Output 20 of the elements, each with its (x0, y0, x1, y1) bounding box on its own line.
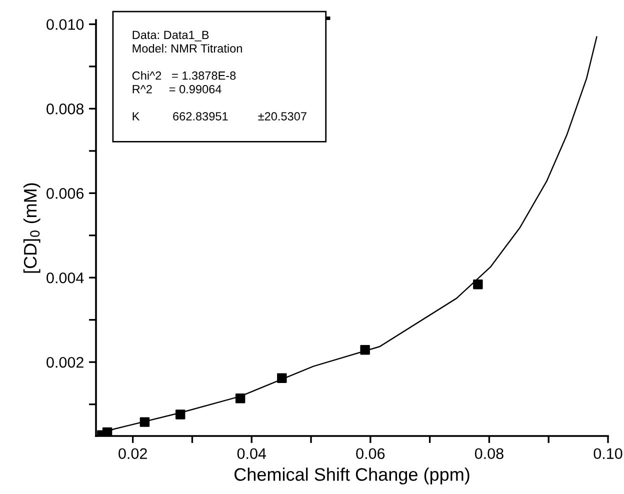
x-tick-label: 0.04 (237, 448, 266, 460)
point (175, 410, 186, 420)
point (473, 280, 483, 290)
x-tick-label: 0.06 (356, 448, 385, 460)
y-axis-title: [CD]$_{0}$ (mM) (23, 183, 40, 273)
y-tick-label: 0.006 (46, 188, 84, 199)
y-tick-label: 0.002 (46, 356, 84, 368)
point (102, 427, 112, 436)
point (277, 373, 287, 383)
point (140, 417, 150, 427)
point (360, 344, 370, 355)
x-axis-title: Chemical Shift Change (ppm) (234, 468, 470, 484)
text: Data: Data1_B Model: NMR Titration Chi^2 = 1.3878E-8 R^2 = 0.99064 K 662.83951 ±20.5307 (132, 30, 306, 120)
point (235, 394, 246, 404)
y-tick-label: 0.008 (46, 104, 84, 114)
x-tick-label: 0.10 (594, 448, 622, 460)
x-tick-label: 0.02 (118, 448, 147, 460)
y-tick-label: 0.010 (46, 19, 84, 30)
y-tick-label: 0.004 (46, 272, 84, 284)
x-tick-label: 0.08 (474, 448, 504, 460)
